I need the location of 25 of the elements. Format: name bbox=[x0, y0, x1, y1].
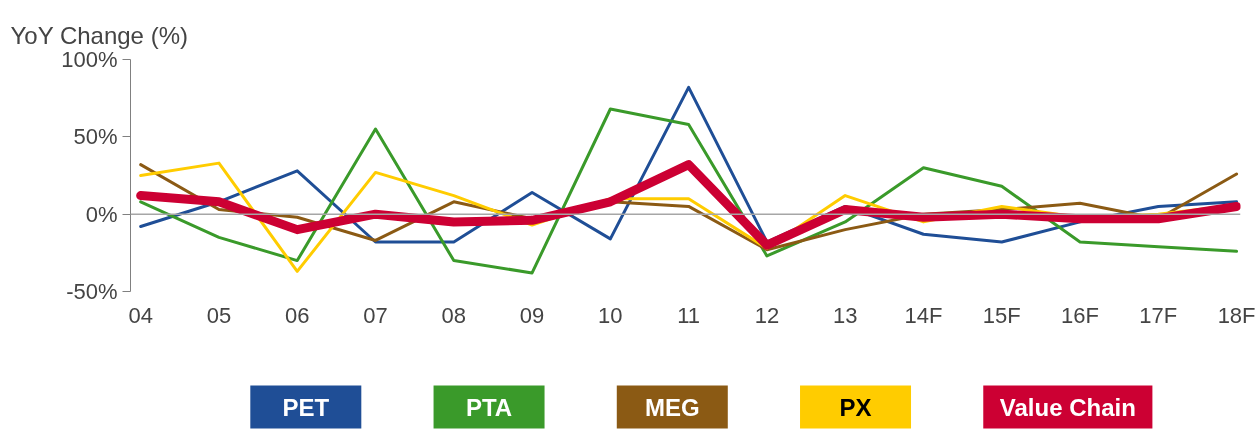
x-tick-label: 07 bbox=[363, 302, 388, 328]
x-tick-label: 09 bbox=[519, 302, 545, 328]
x-tick-label: 15F bbox=[982, 302, 1021, 328]
y-tick-label: 100% bbox=[61, 47, 118, 72]
text: PET bbox=[282, 393, 330, 421]
x-tick-label: 11 bbox=[677, 302, 701, 328]
x-tick-label: 06 bbox=[285, 302, 310, 328]
text: PTA bbox=[465, 393, 513, 421]
y-tick-label: -50% bbox=[66, 279, 118, 304]
x-tick-label: 10 bbox=[598, 302, 623, 328]
x-tick-label: 17F bbox=[1139, 302, 1178, 328]
text: MEG bbox=[644, 393, 700, 421]
x-tick-label: 08 bbox=[441, 302, 467, 328]
y-axis-title: YoY Change (%) bbox=[10, 21, 188, 49]
x-tick-label: 05 bbox=[206, 302, 232, 328]
y-tick-label: 0% bbox=[85, 201, 118, 227]
x-tick-label: 04 bbox=[128, 302, 153, 328]
text: Value Chain bbox=[999, 393, 1136, 421]
x-tick-label: 13 bbox=[832, 302, 858, 328]
x-tick-label: 18F bbox=[1217, 302, 1256, 328]
y-tick-label: 50% bbox=[73, 124, 118, 150]
x-tick-label: 14F bbox=[904, 302, 943, 328]
x-tick-label: 12 bbox=[754, 302, 780, 328]
text: PX bbox=[839, 393, 872, 421]
x-tick-label: 16F bbox=[1061, 302, 1099, 328]
